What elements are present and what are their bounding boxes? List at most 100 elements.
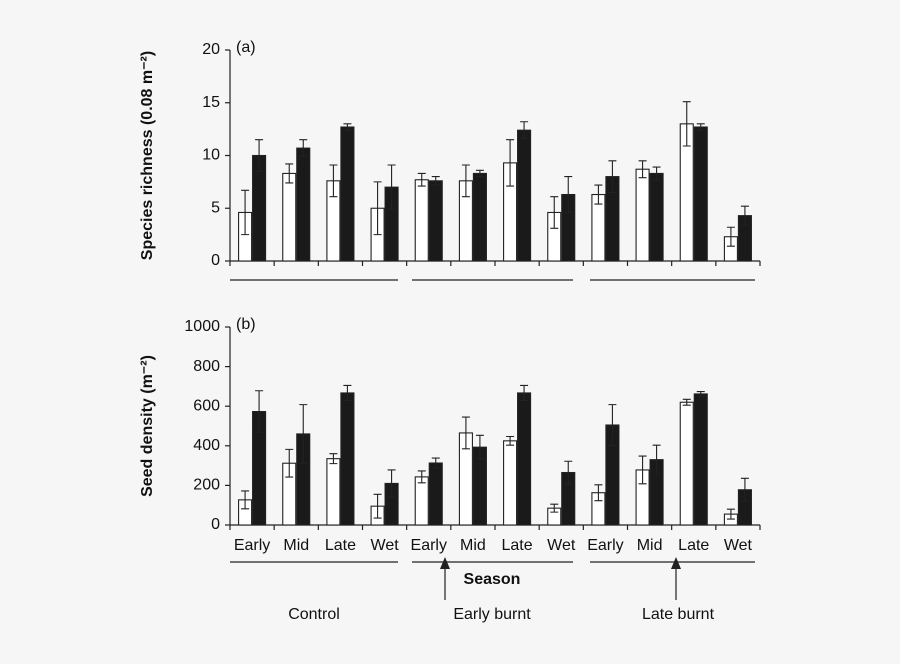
y-tick-label: 15 <box>202 94 220 111</box>
error-bar <box>461 164 470 198</box>
bar <box>693 393 708 526</box>
error-bar <box>241 490 250 510</box>
error-bar <box>550 503 559 513</box>
y-tick-label: 400 <box>193 437 220 454</box>
bar <box>649 172 664 262</box>
error-bar <box>343 123 352 131</box>
bar <box>282 172 297 262</box>
y-tick-label: 800 <box>193 358 220 375</box>
x-tick-label: Late <box>325 537 356 554</box>
bar <box>517 392 532 526</box>
error-bar <box>417 470 426 484</box>
panel-label: (a) <box>236 39 256 56</box>
y-tick-label: 600 <box>193 397 220 414</box>
error-bar <box>520 384 529 402</box>
x-tick-label: Wet <box>547 537 576 554</box>
error-bar <box>255 390 264 433</box>
bar <box>428 462 443 526</box>
error-bar <box>299 404 308 464</box>
y-tick-label: 10 <box>202 147 220 164</box>
bar <box>472 172 487 262</box>
y-axis-label: Seed density (m⁻²) <box>139 355 156 497</box>
error-bar <box>387 164 396 210</box>
x-tick-label: Mid <box>283 537 309 554</box>
arrow-head <box>671 557 681 569</box>
panel-label: (b) <box>236 316 256 333</box>
error-bar <box>431 176 440 186</box>
x-tick-label: Early <box>411 537 447 554</box>
y-tick-label: 20 <box>202 41 220 58</box>
bar <box>679 401 694 526</box>
x-tick-label: Early <box>234 537 270 554</box>
x-tick-label: Wet <box>724 537 753 554</box>
error-bar <box>506 139 515 187</box>
error-bar <box>638 160 647 179</box>
error-bar <box>373 493 382 519</box>
error-bar <box>696 390 705 397</box>
bar <box>414 179 429 262</box>
y-tick-label: 0 <box>211 252 220 269</box>
error-bar <box>608 404 617 446</box>
bar <box>428 180 443 262</box>
error-bar <box>682 101 691 147</box>
error-bar <box>417 172 426 187</box>
y-tick-label: 200 <box>193 477 220 494</box>
bar <box>340 126 355 262</box>
error-bar <box>608 160 617 193</box>
bar <box>635 168 650 262</box>
x-tick-label: Early <box>587 537 623 554</box>
error-bar <box>550 196 559 229</box>
group-label: Late burnt <box>642 606 715 623</box>
error-bar <box>387 469 396 498</box>
x-tick-label: Late <box>502 537 533 554</box>
error-bar <box>299 139 308 158</box>
bar <box>503 440 518 526</box>
x-tick-label: Mid <box>460 537 486 554</box>
error-bar <box>740 205 749 226</box>
bar <box>340 392 355 526</box>
bar <box>517 129 532 262</box>
x-tick-label: Mid <box>637 537 663 554</box>
error-bar <box>285 163 294 184</box>
x-tick-label: Wet <box>371 537 400 554</box>
group-label: Control <box>288 606 340 623</box>
y-tick-label: 0 <box>211 516 220 533</box>
error-bar <box>682 398 691 406</box>
error-bar <box>726 508 735 520</box>
error-bar <box>638 455 647 485</box>
error-bar <box>652 444 661 475</box>
error-bar <box>431 457 440 469</box>
y-tick-label: 5 <box>211 199 220 216</box>
y-axis-label: Species richness (0.08 m⁻²) <box>139 51 156 260</box>
error-bar <box>475 434 484 460</box>
error-bar <box>506 435 515 446</box>
bar <box>414 476 429 526</box>
arrow-head <box>440 557 450 569</box>
error-bar <box>329 453 338 465</box>
error-bar <box>520 121 529 140</box>
bar <box>693 126 708 262</box>
error-bar <box>475 169 484 178</box>
bar <box>326 458 341 526</box>
error-bar <box>726 226 735 247</box>
error-bar <box>329 164 338 198</box>
error-bar <box>594 484 603 502</box>
error-bar <box>652 166 661 181</box>
bar <box>296 147 311 262</box>
error-bar <box>564 460 573 485</box>
error-bar <box>696 123 705 131</box>
error-bar <box>594 184 603 205</box>
x-tick-label: Late <box>678 537 709 554</box>
error-bar <box>241 189 250 236</box>
error-bar <box>255 139 264 172</box>
error-bar <box>285 448 294 478</box>
x-axis-label: Season <box>464 571 521 588</box>
group-label: Early burnt <box>453 606 531 623</box>
error-bar <box>740 477 749 502</box>
y-tick-label: 1000 <box>184 318 220 335</box>
error-bar <box>564 176 573 214</box>
error-bar <box>461 416 470 450</box>
error-bar <box>373 181 382 236</box>
error-bar <box>343 384 352 402</box>
